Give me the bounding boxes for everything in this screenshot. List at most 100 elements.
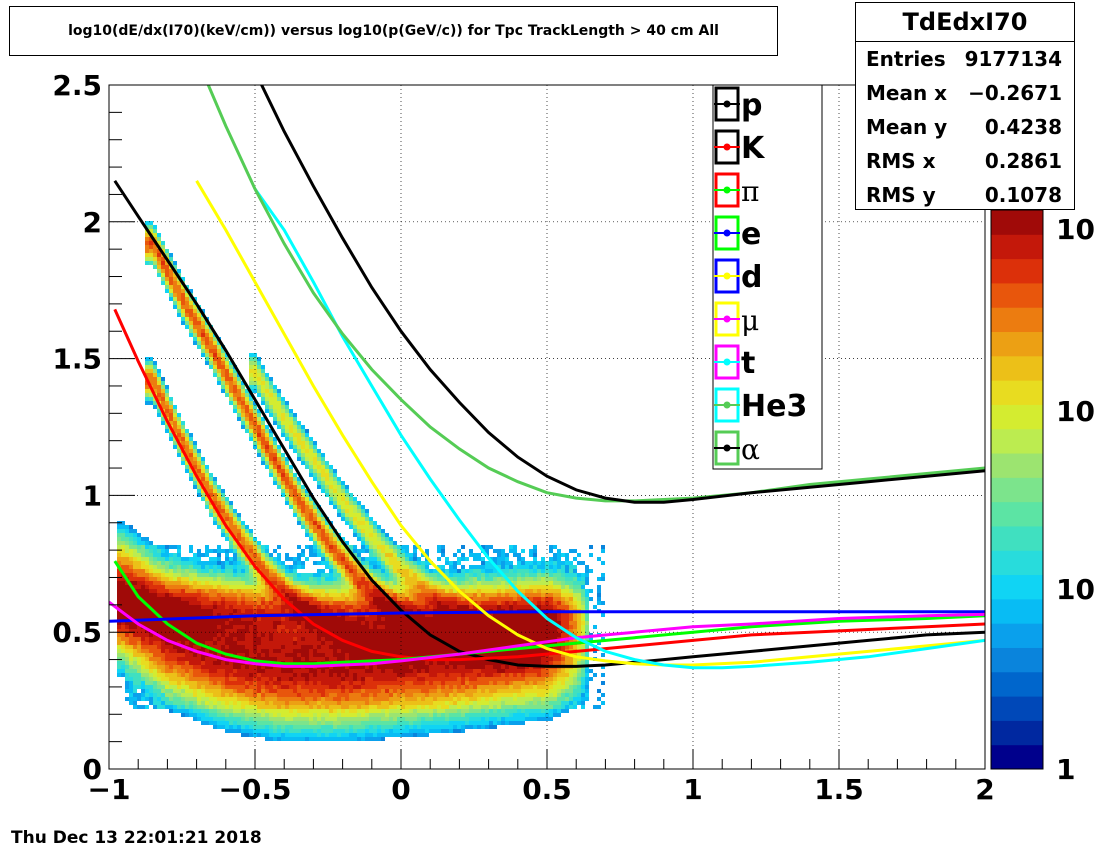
heatmap-cell xyxy=(325,649,329,653)
heatmap-cell xyxy=(353,653,357,657)
heatmap-cell xyxy=(237,513,241,517)
heatmap-cell xyxy=(433,613,437,617)
heatmap-cell xyxy=(429,585,433,589)
heatmap-cell xyxy=(273,697,277,701)
heatmap-cell xyxy=(321,525,325,529)
heatmap-cell xyxy=(229,613,233,617)
heatmap-cell xyxy=(321,653,325,657)
heatmap-cell xyxy=(137,653,141,657)
heatmap-cell xyxy=(429,717,433,721)
heatmap-cell xyxy=(417,701,421,705)
heatmap-cell xyxy=(125,561,129,565)
heatmap-cell xyxy=(137,681,141,685)
heatmap-cell xyxy=(369,705,373,709)
heatmap-cell xyxy=(437,669,441,673)
heatmap-cell xyxy=(169,629,173,633)
heatmap-cell xyxy=(389,641,393,645)
heatmap-cell xyxy=(221,669,225,673)
heatmap-cell xyxy=(189,693,193,697)
heatmap-cell xyxy=(445,661,449,665)
heatmap-cell xyxy=(149,393,153,397)
heatmap-cell xyxy=(221,633,225,637)
heatmap-cell xyxy=(393,629,397,633)
heatmap-cell xyxy=(181,557,185,561)
heatmap-cell xyxy=(245,637,249,641)
heatmap-cell xyxy=(249,533,253,537)
heatmap-cell xyxy=(117,633,121,637)
heatmap-cell xyxy=(445,629,449,633)
heatmap-cell xyxy=(309,509,313,513)
heatmap-cell xyxy=(217,545,221,549)
heatmap-cell xyxy=(333,585,337,589)
heatmap-cell xyxy=(297,725,301,729)
heatmap-cell xyxy=(261,601,265,605)
heatmap-cell xyxy=(381,605,385,609)
heatmap-cell xyxy=(269,573,273,577)
heatmap-cell xyxy=(121,617,125,621)
heatmap-cell xyxy=(333,733,337,737)
heatmap-cell xyxy=(129,653,133,657)
heatmap-cell xyxy=(381,701,385,705)
heatmap-cell xyxy=(201,613,205,617)
heatmap-cell xyxy=(217,553,221,557)
heatmap-cell xyxy=(269,557,273,561)
heatmap-cell xyxy=(405,577,409,581)
heatmap-cell xyxy=(197,329,201,333)
heatmap-cell xyxy=(149,641,153,645)
heatmap-cell xyxy=(309,653,313,657)
heatmap-cell xyxy=(381,669,385,673)
heatmap-cell xyxy=(121,537,125,541)
heatmap-cell xyxy=(253,673,257,677)
heatmap-cell xyxy=(301,433,305,437)
heatmap-cell xyxy=(233,601,237,605)
heatmap-cell xyxy=(269,641,273,645)
heatmap-cell xyxy=(209,329,213,333)
heatmap-cell xyxy=(369,529,373,533)
heatmap-cell xyxy=(365,713,369,717)
heatmap-cell xyxy=(329,585,333,589)
heatmap-cell xyxy=(281,413,285,417)
heatmap-cell xyxy=(413,697,417,701)
heatmap-cell xyxy=(237,625,241,629)
heatmap-cell xyxy=(145,625,149,629)
heatmap-cell xyxy=(297,709,301,713)
heatmap-cell xyxy=(397,625,401,629)
heatmap-cell xyxy=(245,533,249,537)
heatmap-cell xyxy=(369,737,373,741)
heatmap-cell xyxy=(333,689,337,693)
heatmap-cell xyxy=(237,693,241,697)
heatmap-cell xyxy=(389,709,393,713)
heatmap-cell xyxy=(229,513,233,517)
heatmap-cell xyxy=(181,589,185,593)
heatmap-cell xyxy=(189,305,193,309)
heatmap-cell xyxy=(425,713,429,717)
heatmap-cell xyxy=(241,585,245,589)
heatmap-cell xyxy=(233,569,237,573)
heatmap-cell xyxy=(437,609,441,613)
heatmap-cell xyxy=(385,669,389,673)
heatmap-cell xyxy=(325,577,329,581)
heatmap-cell xyxy=(321,717,325,721)
heatmap-cell xyxy=(341,577,345,581)
heatmap-cell xyxy=(189,665,193,669)
heatmap-cell xyxy=(325,489,329,493)
heatmap-cell xyxy=(385,553,389,557)
heatmap-cell xyxy=(205,701,209,705)
heatmap-cell xyxy=(301,725,305,729)
heatmap-cell xyxy=(169,633,173,637)
heatmap-cell xyxy=(285,581,289,585)
heatmap-cell xyxy=(309,721,313,725)
heatmap-cell xyxy=(405,701,409,705)
heatmap-cell xyxy=(245,721,249,725)
heatmap-cell xyxy=(429,637,433,641)
heatmap-cell xyxy=(365,565,369,569)
heatmap-cell xyxy=(241,381,245,385)
heatmap-cell xyxy=(161,273,165,277)
heatmap-cell xyxy=(413,549,417,553)
heatmap-cell xyxy=(373,725,377,729)
heatmap-cell xyxy=(269,605,273,609)
heatmap-cell xyxy=(237,729,241,733)
heatmap-cell xyxy=(129,637,133,641)
heatmap-cell xyxy=(145,381,149,385)
heatmap-cell xyxy=(145,401,149,405)
